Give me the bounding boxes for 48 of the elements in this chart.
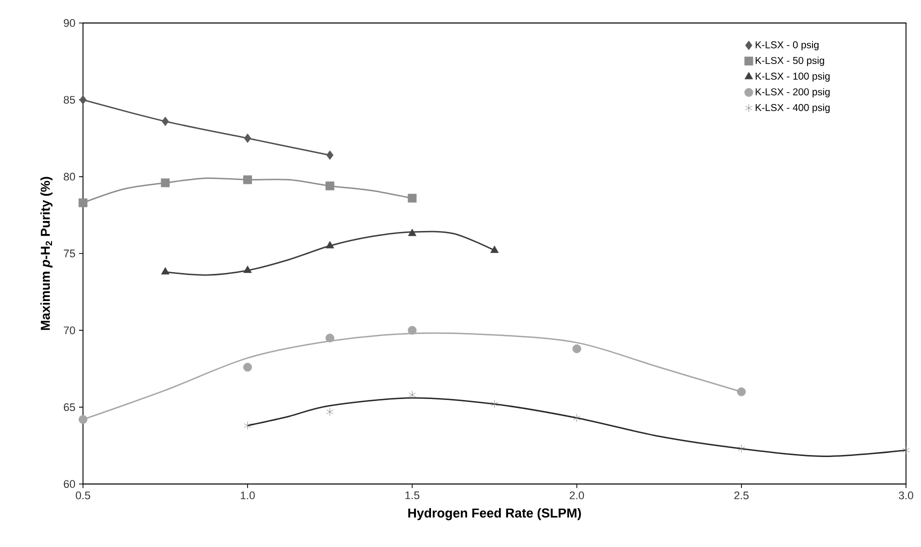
y-tick-label: 60: [64, 480, 76, 488]
point: [326, 334, 334, 342]
point: [408, 326, 417, 335]
y-axis-title: Maximum p-H$_{2}$ Purity (%): [40, 176, 52, 330]
point: [490, 246, 499, 253]
point: [572, 344, 582, 354]
legend-label: K-LSX - 200 psig: [756, 88, 830, 98]
line-series: [246, 397, 906, 458]
x-tick-label: 2.0: [570, 492, 584, 500]
legend-label: K-LSX - 50 psig: [756, 56, 824, 66]
point: [738, 444, 746, 453]
point: [243, 362, 252, 372]
y-tick-label: 85: [64, 96, 76, 104]
point: [408, 228, 416, 236]
x-axis-title: Hydrogen Feed Rate (SLPM): [408, 508, 581, 520]
x-tick-label: 0.5: [76, 492, 90, 500]
point: [78, 415, 88, 424]
y-tick-label: 90: [64, 19, 76, 27]
point: [162, 116, 169, 126]
point: [78, 198, 88, 208]
legend-label: K-LSX - 400 psig: [756, 104, 830, 114]
point: [408, 194, 417, 203]
point: [243, 175, 252, 184]
point: [902, 446, 910, 454]
y-tick-label: 70: [64, 326, 76, 334]
legend-label: K-LSX - 100 psig: [756, 72, 830, 82]
point: [326, 241, 334, 248]
x-tick-label: 1.0: [240, 492, 255, 500]
point: [244, 134, 252, 143]
point: [79, 95, 87, 105]
point: [408, 390, 416, 400]
point: [326, 150, 334, 160]
legend-label: K-LSX - 0 psig: [756, 41, 819, 50]
point: [490, 400, 498, 408]
point: [243, 266, 252, 273]
y-tick-label: 75: [64, 250, 76, 258]
x-tick-label: 1.5: [405, 492, 420, 500]
point: [737, 387, 746, 396]
x-tick-label: 3.0: [898, 492, 914, 500]
point: [161, 267, 170, 274]
y-tick-label: 80: [64, 172, 76, 181]
point: [326, 182, 334, 190]
y-tick-label: 65: [64, 403, 76, 412]
point: [244, 421, 252, 430]
point: [326, 408, 334, 416]
point: [573, 414, 580, 422]
point: [160, 178, 170, 188]
x-tick-label: 2.5: [734, 492, 749, 500]
